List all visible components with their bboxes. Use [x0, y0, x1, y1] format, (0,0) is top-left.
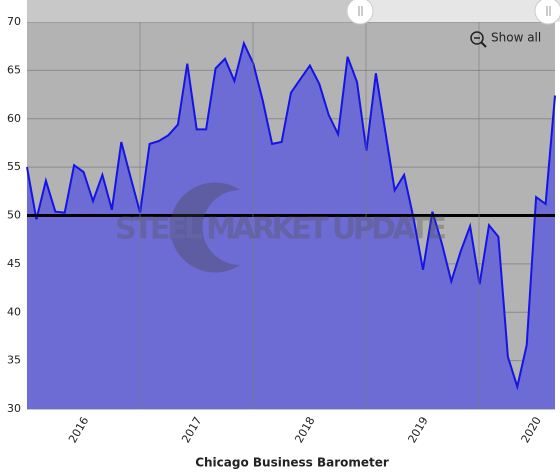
x-tick-label: 2016 — [66, 415, 91, 446]
button-label[interactable]: Show all — [491, 31, 541, 45]
marks — [26, 40, 556, 410]
zoom-icon-handle — [480, 41, 487, 48]
logo-swoosh — [170, 182, 240, 273]
y-tick-label: 40 — [7, 305, 21, 318]
y-tick-label: 30 — [7, 402, 21, 415]
y-tick-label: 50 — [7, 209, 21, 222]
y-tick-label: 55 — [7, 160, 21, 173]
navigator-range — [27, 0, 360, 22]
navigator-handle[interactable] — [534, 0, 560, 25]
navigator-handle[interactable] — [346, 0, 374, 25]
show-all-button[interactable]: Show all — [470, 31, 541, 48]
x-tick-label: 2019 — [406, 415, 431, 446]
y-tick-label: 35 — [7, 354, 21, 367]
x-tick-label: 2020 — [519, 415, 544, 446]
logo: STEEL MARKET UPDATE — [115, 182, 447, 273]
chart-title: Chicago Business Barometer — [195, 456, 389, 470]
x-tick-label: 2018 — [292, 415, 317, 446]
line — [26, 40, 556, 391]
year-grid — [139, 22, 480, 409]
zoom-icon — [470, 31, 484, 45]
watermark: STEEL MARKET UPDATE — [115, 212, 447, 247]
x-tick-label: 2017 — [179, 415, 204, 446]
y-tick-label: 60 — [7, 112, 21, 125]
area — [27, 43, 555, 410]
y-tick-label: 70 — [7, 15, 21, 28]
y-tick-label: 45 — [7, 257, 21, 270]
y-tick-label: 65 — [7, 63, 21, 76]
